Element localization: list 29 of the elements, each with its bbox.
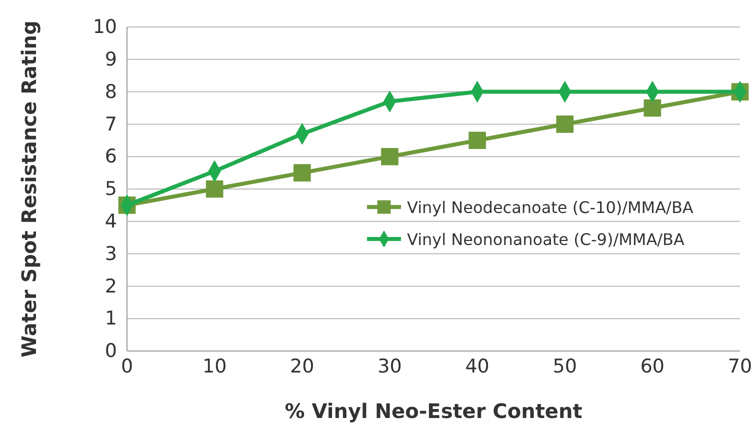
- y-tick-label: 8: [104, 80, 117, 103]
- point: [556, 116, 574, 133]
- point: [644, 99, 662, 117]
- legend-label: Vinyl Neononanoate (C-9)/MMA/BA: [407, 230, 685, 249]
- x-tick-label: 10: [202, 355, 227, 378]
- x-tick-label: 0: [120, 355, 134, 378]
- point: [293, 164, 311, 182]
- y-tick-label: 4: [104, 210, 117, 232]
- x-tick-label: 30: [378, 355, 402, 378]
- legend-label: Vinyl Neodecanoate (C-10)/MMA/BA: [407, 198, 694, 217]
- y-tick-label: 9: [104, 48, 117, 70]
- y-tick-label: 7: [104, 113, 117, 136]
- y-axis-title: Water Spot Resistance Rating: [17, 20, 41, 358]
- y-tick-label: 3: [104, 242, 117, 265]
- y-tick-label: 6: [104, 146, 117, 168]
- x-axis-title: % Vinyl Neo-Ester Content: [284, 399, 583, 423]
- x-tick-label: 40: [465, 355, 490, 378]
- point: [206, 180, 224, 198]
- x-tick-label: 50: [552, 355, 577, 378]
- x-tick-label: 60: [640, 355, 665, 378]
- y-tick-label: 5: [104, 178, 117, 200]
- y-tick-label: 2: [104, 275, 117, 298]
- y-tick-label: 10: [92, 16, 117, 38]
- point: [381, 148, 398, 166]
- x-tick-label: 20: [290, 355, 314, 378]
- y-tick-label: 0: [104, 340, 117, 362]
- y-tick-label: 1: [104, 308, 117, 330]
- point: [468, 132, 486, 150]
- x-tick-label: 70: [728, 355, 752, 378]
